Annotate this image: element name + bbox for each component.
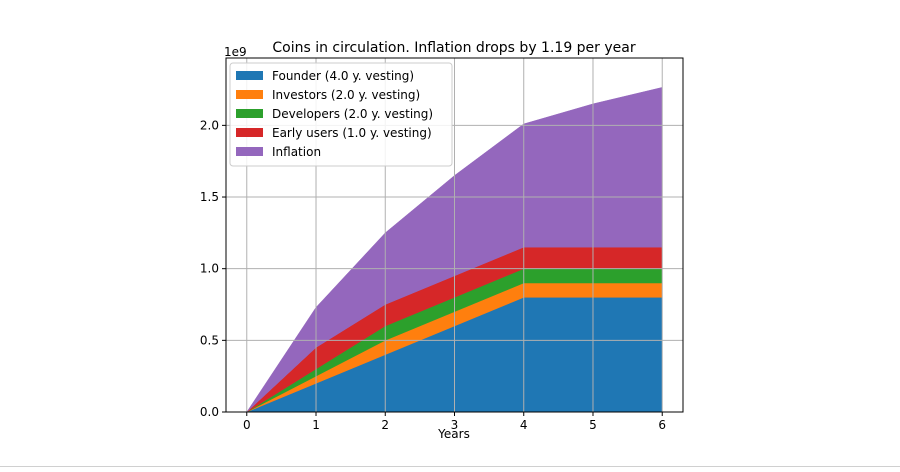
legend-swatch	[236, 71, 263, 80]
legend-swatch	[236, 109, 263, 118]
legend-swatch	[236, 147, 263, 156]
legend-swatch	[236, 90, 263, 99]
legend-label: Founder (4.0 y. vesting)	[272, 69, 414, 83]
y-tick-label: 0.0	[200, 405, 219, 419]
x-tick-label: 3	[451, 418, 459, 432]
legend-label: Early users (1.0 y. vesting)	[272, 126, 432, 140]
y-offset-label: 1e9	[224, 45, 247, 59]
x-tick-label: 6	[658, 418, 666, 432]
x-tick-label: 1	[312, 418, 320, 432]
y-tick-label: 2.0	[200, 118, 219, 132]
legend: Founder (4.0 y. vesting) Investors (2.0 y…	[229, 62, 453, 167]
y-tick-label: 0.5	[200, 333, 219, 347]
x-tick-label: 5	[589, 418, 597, 432]
x-tick-label: 4	[520, 418, 528, 432]
bottom-divider	[0, 466, 900, 467]
x-tick-label: 2	[381, 418, 389, 432]
ticks: 0 1 2 3 4 5 6 0.0 0.5 1.0 1.5 2.0	[200, 118, 666, 432]
x-tick-label: 0	[243, 418, 251, 432]
x-axis-label: Years	[437, 427, 470, 441]
legend-label: Developers (2.0 y. vesting)	[272, 107, 433, 121]
chart-title: Coins in circulation. Inflation drops by…	[272, 40, 635, 56]
y-tick-label: 1.5	[200, 190, 219, 204]
legend-label: Investors (2.0 y. vesting)	[272, 88, 420, 102]
y-tick-label: 1.0	[200, 262, 219, 276]
legend-label: Inflation	[272, 145, 321, 159]
legend-box	[229, 62, 453, 167]
legend-swatch	[236, 128, 263, 137]
